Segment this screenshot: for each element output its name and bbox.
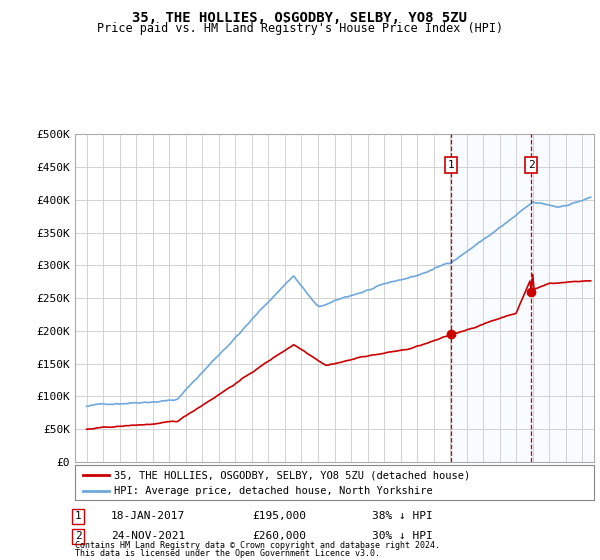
Text: 2: 2 [74, 531, 82, 542]
Text: 35, THE HOLLIES, OSGODBY, SELBY, YO8 5ZU: 35, THE HOLLIES, OSGODBY, SELBY, YO8 5ZU [133, 11, 467, 25]
Text: 38% ↓ HPI: 38% ↓ HPI [372, 511, 433, 521]
Text: 1: 1 [74, 511, 82, 521]
Text: Contains HM Land Registry data © Crown copyright and database right 2024.: Contains HM Land Registry data © Crown c… [75, 541, 440, 550]
Text: £260,000: £260,000 [252, 531, 306, 542]
Text: 24-NOV-2021: 24-NOV-2021 [111, 531, 185, 542]
Text: 2: 2 [528, 160, 535, 170]
Text: 1: 1 [448, 160, 454, 170]
Text: £195,000: £195,000 [252, 511, 306, 521]
Text: 35, THE HOLLIES, OSGODBY, SELBY, YO8 5ZU (detached house): 35, THE HOLLIES, OSGODBY, SELBY, YO8 5ZU… [114, 470, 470, 480]
Bar [451, 134, 592, 462]
Text: 30% ↓ HPI: 30% ↓ HPI [372, 531, 433, 542]
Text: HPI: Average price, detached house, North Yorkshire: HPI: Average price, detached house, Nort… [114, 487, 433, 496]
Text: Price paid vs. HM Land Registry's House Price Index (HPI): Price paid vs. HM Land Registry's House … [97, 22, 503, 35]
Text: This data is licensed under the Open Government Licence v3.0.: This data is licensed under the Open Gov… [75, 549, 380, 558]
Text: 18-JAN-2017: 18-JAN-2017 [111, 511, 185, 521]
